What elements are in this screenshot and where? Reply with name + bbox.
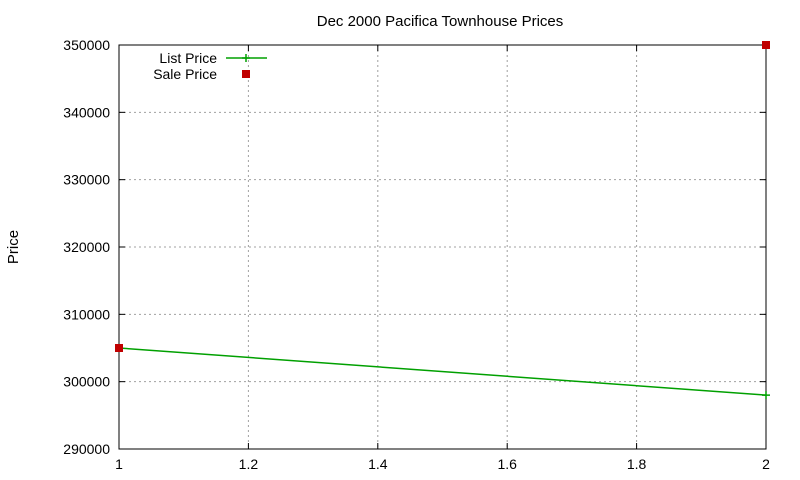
chart-title: Dec 2000 Pacifica Townhouse Prices (317, 13, 564, 30)
legend-label: List Price (159, 50, 217, 66)
series-sale-price (115, 41, 770, 352)
series-line (118, 347, 767, 396)
series-layer (115, 41, 770, 400)
legend-item: List Price (159, 50, 267, 66)
x-tick-label: 1.8 (627, 456, 647, 472)
x-tick-label: 1.6 (497, 456, 517, 472)
y-tick-labels: 290000 300000 310000 320000 330000 340000 3500… (63, 37, 110, 457)
legend-marker (242, 70, 250, 78)
y-tick-label: 320000 (63, 239, 110, 255)
legend-label: Sale Price (153, 66, 217, 82)
x-tick-label: 2 (762, 456, 770, 472)
series-list-price (115, 344, 770, 400)
axis-ticks (118, 44, 767, 450)
legend-marker (242, 54, 250, 62)
x-tick-label: 1.2 (239, 456, 259, 472)
y-tick-label: 340000 (63, 104, 110, 120)
y-tick-label: 330000 (63, 172, 110, 188)
data-point (115, 344, 123, 352)
y-axis-label: Price (5, 230, 22, 264)
x-tick-label: 1.4 (368, 456, 388, 472)
y-tick-label: 350000 (63, 37, 110, 53)
y-tick-label: 300000 (63, 374, 110, 390)
x-tick-label: 1 (115, 456, 123, 472)
data-point (762, 391, 770, 400)
y-tick-label: 310000 (63, 306, 110, 322)
legend-item: Sale Price (153, 66, 250, 82)
y-tick-label: 290000 (63, 441, 110, 457)
data-point (762, 41, 770, 49)
x-tick-labels: 1 1.2 1.4 1.6 1.8 2 (115, 456, 770, 472)
grid (119, 45, 766, 449)
